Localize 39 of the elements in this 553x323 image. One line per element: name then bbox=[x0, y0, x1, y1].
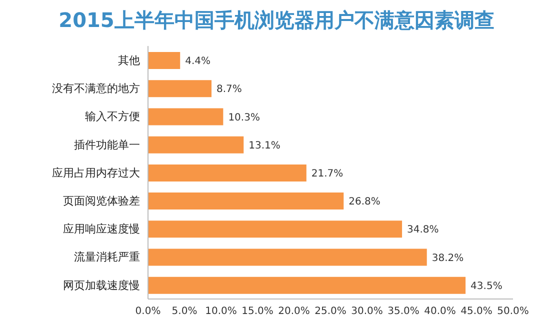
y-tick-label: 网页加载速度慢 bbox=[63, 278, 140, 292]
data-label: 4.4% bbox=[185, 56, 211, 68]
data-label: 38.2% bbox=[432, 252, 464, 264]
x-tick-label: 30.0% bbox=[351, 306, 383, 318]
x-tick-label: 5.0% bbox=[172, 306, 198, 318]
y-tick-label: 没有不满意的地方 bbox=[52, 82, 140, 96]
bar bbox=[148, 220, 402, 238]
bar bbox=[148, 248, 427, 266]
data-label: 10.3% bbox=[228, 112, 260, 124]
data-label: 34.8% bbox=[407, 224, 439, 236]
x-tick-label: 0.0% bbox=[135, 306, 161, 318]
x-tick-label: 15.0% bbox=[242, 306, 274, 318]
y-tick-label: 其他 bbox=[118, 54, 140, 67]
x-tick-label: 25.0% bbox=[314, 306, 346, 318]
bar bbox=[148, 136, 244, 154]
data-label: 43.5% bbox=[470, 280, 502, 292]
x-tick-label: 40.0% bbox=[424, 306, 456, 318]
x-tick-label: 20.0% bbox=[278, 306, 310, 318]
bar bbox=[148, 164, 306, 182]
chart-title: 2015上半年中国手机浏览器用户不满意因素调查 bbox=[58, 7, 496, 34]
data-label: 8.7% bbox=[216, 84, 242, 96]
y-tick-label: 页面阅览体验差 bbox=[63, 194, 140, 208]
y-tick-label: 应用响应速度慢 bbox=[63, 222, 140, 236]
x-tick-label: 50.0% bbox=[497, 306, 529, 318]
x-tick-label: 35.0% bbox=[388, 306, 420, 318]
bar bbox=[148, 52, 180, 69]
bar bbox=[148, 80, 212, 98]
data-label: 13.1% bbox=[248, 140, 280, 152]
bar bbox=[148, 108, 224, 126]
bar bbox=[148, 192, 344, 210]
x-tick-label: 10.0% bbox=[205, 306, 237, 318]
y-tick-label: 流量消耗严重 bbox=[74, 250, 140, 264]
data-label: 21.7% bbox=[311, 168, 344, 180]
data-label: 26.8% bbox=[348, 196, 380, 208]
bar bbox=[148, 276, 466, 294]
y-tick-label: 输入不方便 bbox=[85, 110, 140, 124]
x-tick-label: 45.0% bbox=[460, 306, 492, 318]
y-tick-label: 插件功能单一 bbox=[74, 138, 140, 152]
y-tick-label: 应用占用内存过大 bbox=[52, 166, 140, 180]
